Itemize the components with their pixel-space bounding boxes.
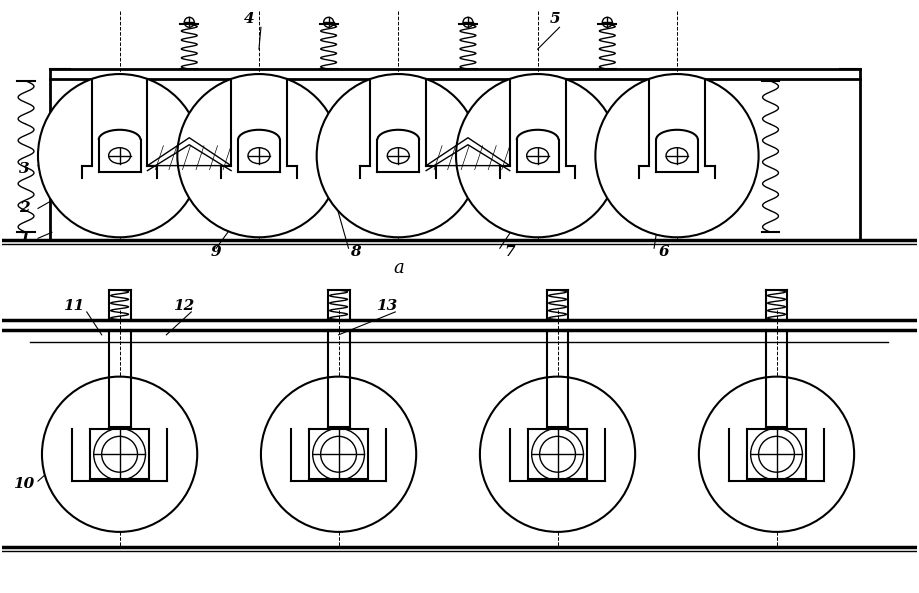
Text: 2: 2 <box>18 202 29 215</box>
Text: 4: 4 <box>244 12 255 26</box>
Text: 6: 6 <box>659 246 669 259</box>
Text: 9: 9 <box>210 246 221 259</box>
Circle shape <box>261 377 416 532</box>
Text: 8: 8 <box>350 246 361 259</box>
Text: 12: 12 <box>173 299 194 313</box>
Circle shape <box>317 74 480 237</box>
Text: 3: 3 <box>18 162 29 176</box>
Text: 7: 7 <box>505 246 515 259</box>
Circle shape <box>698 377 854 532</box>
Circle shape <box>480 377 635 532</box>
Circle shape <box>38 74 201 237</box>
Text: 1: 1 <box>18 231 29 246</box>
Text: 11: 11 <box>63 299 85 313</box>
Circle shape <box>596 74 758 237</box>
Circle shape <box>177 74 341 237</box>
Circle shape <box>456 74 619 237</box>
Text: a: a <box>393 259 403 277</box>
Circle shape <box>42 377 198 532</box>
Text: 13: 13 <box>376 299 397 313</box>
Text: 5: 5 <box>550 12 560 26</box>
Text: 10: 10 <box>14 477 35 491</box>
